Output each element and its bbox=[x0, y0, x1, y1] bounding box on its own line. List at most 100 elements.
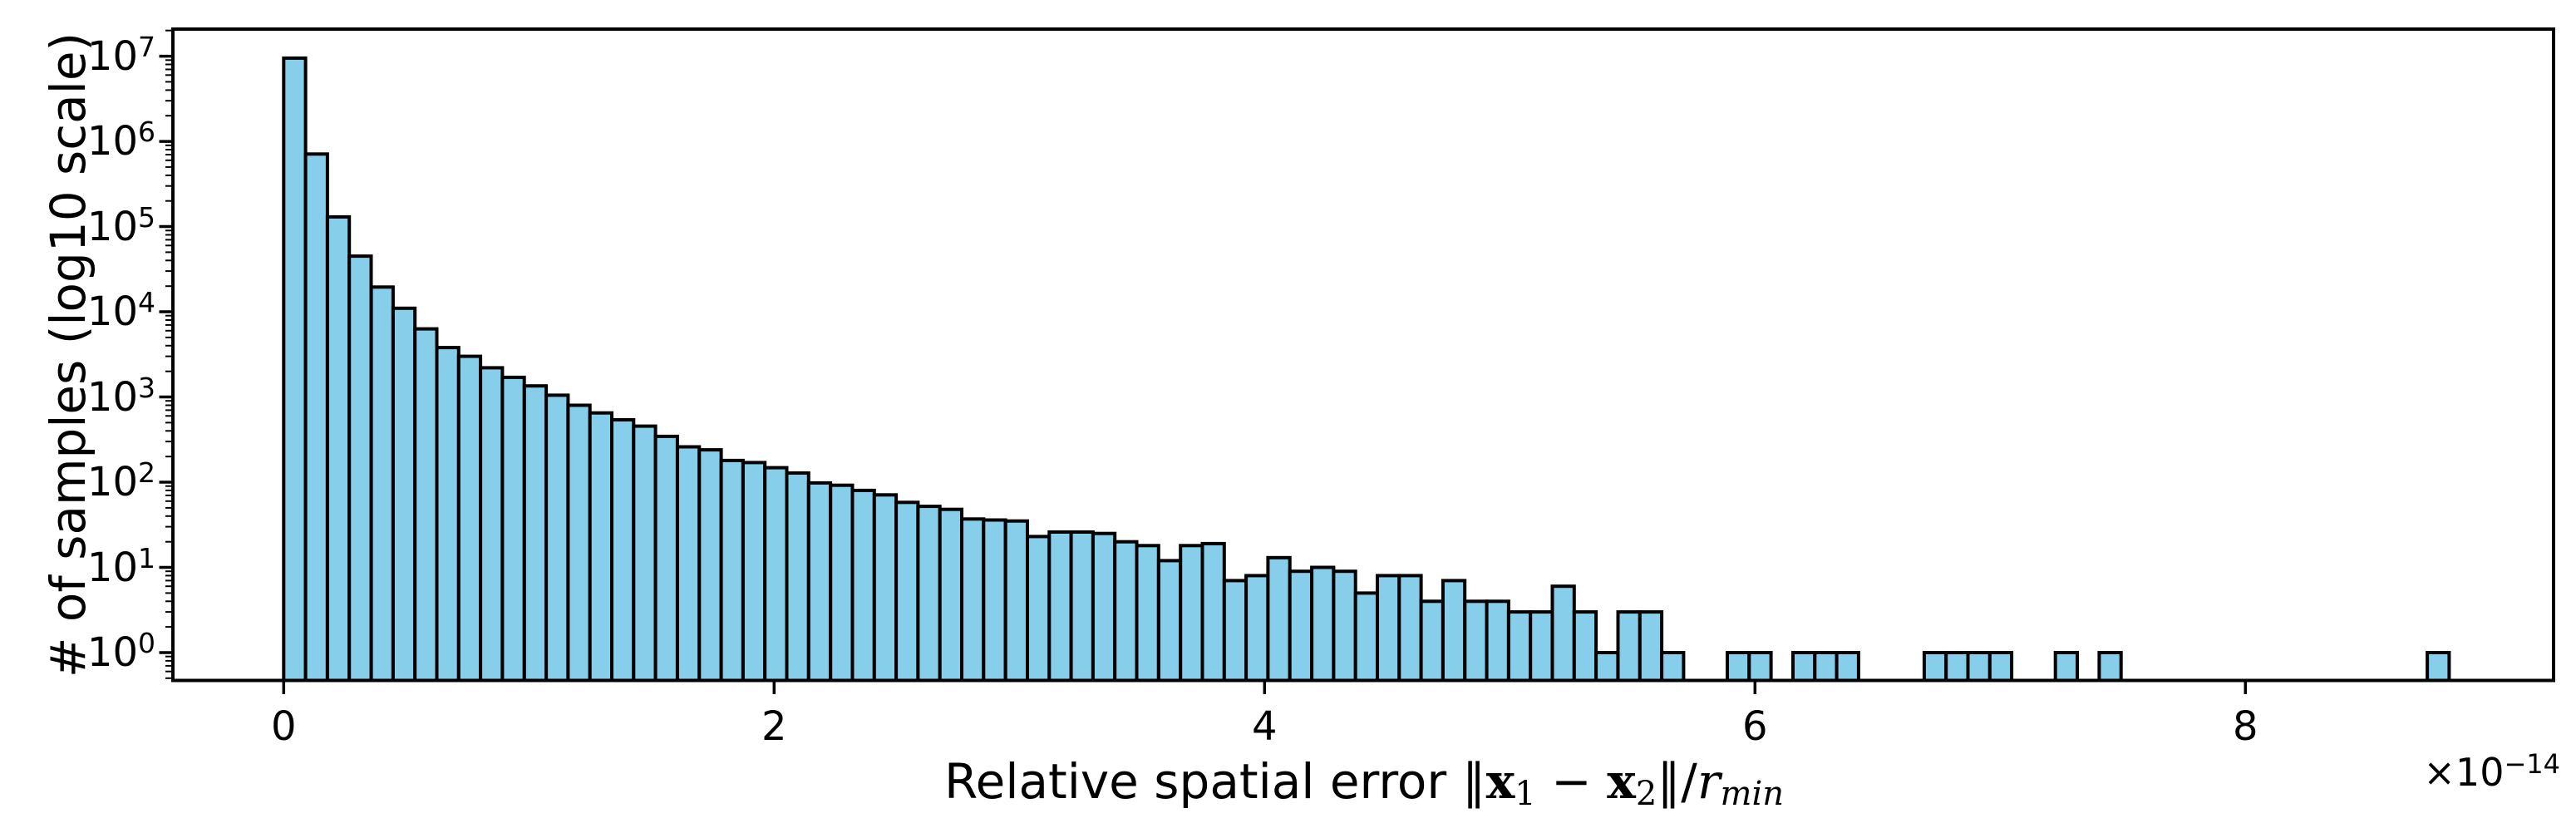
y-tick-base: 10 bbox=[86, 288, 138, 336]
histogram-bar bbox=[785, 471, 810, 683]
histogram-bar bbox=[1179, 544, 1204, 683]
y-tick-label: 103 bbox=[0, 373, 156, 421]
math-r: r bbox=[1697, 753, 1721, 810]
histogram-bar bbox=[1966, 651, 1992, 683]
y-tick-label: 106 bbox=[0, 117, 156, 165]
histogram-bar bbox=[391, 306, 417, 683]
offset-base: ×10 bbox=[2423, 750, 2505, 795]
y-tick-exponent: 1 bbox=[138, 541, 156, 574]
histogram-bar bbox=[960, 517, 986, 683]
y-tick-exponent: 3 bbox=[138, 371, 156, 404]
histogram-bar bbox=[282, 56, 308, 683]
offset-exponent: −14 bbox=[2504, 748, 2560, 780]
histogram-bar bbox=[806, 481, 833, 683]
histogram-bar bbox=[1397, 574, 1423, 683]
x-axis-label: Relative spatial error ∥x1 − x2∥/rmin bbox=[944, 753, 1784, 813]
math-r-subscript: min bbox=[1720, 775, 1785, 813]
histogram-bar bbox=[1244, 574, 1270, 683]
histogram-bar bbox=[1506, 610, 1533, 683]
y-tick-exponent: 0 bbox=[138, 626, 156, 659]
histogram-bar bbox=[1791, 651, 1817, 683]
y-tick-exponent: 5 bbox=[138, 200, 156, 234]
y-tick-base: 10 bbox=[86, 203, 138, 250]
histogram-bar bbox=[697, 448, 723, 683]
y-tick-base: 10 bbox=[86, 118, 138, 165]
histogram-bar bbox=[479, 366, 505, 683]
y-tick-base: 10 bbox=[86, 373, 138, 421]
slash-symbol: / bbox=[1681, 753, 1697, 810]
histogram-bar bbox=[1813, 651, 1839, 683]
histogram-bar bbox=[1616, 610, 1642, 683]
y-tick-label: 100 bbox=[0, 628, 156, 677]
histogram-bar bbox=[850, 488, 876, 683]
histogram-bar bbox=[1200, 541, 1226, 683]
histogram-bar bbox=[741, 461, 767, 683]
histogram-bar bbox=[1529, 610, 1554, 683]
y-tick-label: 104 bbox=[0, 288, 156, 336]
histogram-bar bbox=[1726, 651, 1751, 683]
math-x1-subscript: 1 bbox=[1515, 775, 1536, 813]
histogram-bar bbox=[632, 424, 658, 683]
histogram-bar bbox=[894, 500, 920, 683]
histogram-bar bbox=[1922, 651, 1948, 683]
histogram-bar bbox=[938, 507, 963, 683]
histogram-bar bbox=[1353, 591, 1379, 683]
histogram-bar bbox=[1310, 565, 1336, 683]
histogram-bar bbox=[325, 214, 352, 683]
histogram-bar bbox=[2426, 651, 2451, 683]
histogram-bar bbox=[1266, 555, 1292, 683]
norm-close-symbol: ∥ bbox=[1657, 753, 1682, 810]
y-tick-exponent: 7 bbox=[138, 30, 156, 63]
y-tick-exponent: 6 bbox=[138, 116, 156, 149]
histogram-bar bbox=[347, 254, 373, 683]
histogram-bar bbox=[1835, 651, 1860, 683]
x-tick-label: 6 bbox=[1742, 703, 1768, 750]
y-tick-base: 10 bbox=[86, 459, 138, 506]
histogram-bar bbox=[456, 354, 483, 683]
y-tick-base: 10 bbox=[86, 628, 138, 676]
axes-frame bbox=[171, 27, 2555, 683]
y-axis-label: # of samples (log10 scale) bbox=[40, 32, 96, 678]
histogram-bar bbox=[610, 418, 636, 683]
math-x2: x bbox=[1607, 753, 1636, 810]
histogram-bar bbox=[1376, 574, 1401, 683]
histogram-bar bbox=[1550, 584, 1576, 683]
histogram-bar bbox=[544, 393, 570, 683]
histogram-bar bbox=[1332, 569, 1357, 683]
y-tick-label: 101 bbox=[0, 544, 156, 592]
y-tick-base: 10 bbox=[86, 32, 138, 80]
histogram-bar bbox=[1463, 599, 1489, 683]
histogram-bar bbox=[1026, 535, 1052, 683]
histogram-bar bbox=[872, 493, 899, 683]
histogram-bar bbox=[566, 403, 592, 683]
histogram-bar bbox=[1113, 540, 1139, 683]
histogram-bar bbox=[1069, 530, 1095, 683]
y-tick-label: 102 bbox=[0, 458, 156, 506]
histogram-bar bbox=[1944, 651, 1970, 683]
y-tick-label: 105 bbox=[0, 203, 156, 251]
histogram-bar bbox=[1003, 519, 1029, 683]
histogram-bar bbox=[1222, 579, 1249, 683]
histogram-bar bbox=[1594, 651, 1620, 683]
histogram-bar bbox=[1572, 610, 1598, 683]
histogram-bar bbox=[1288, 569, 1313, 683]
x-axis-offset-label: ×10−14 bbox=[2423, 750, 2560, 795]
histogram-bar bbox=[1987, 651, 2014, 683]
minus-symbol: − bbox=[1535, 753, 1608, 810]
histogram-bar bbox=[916, 505, 942, 683]
histogram-bar bbox=[1441, 579, 1467, 683]
histogram-bar bbox=[435, 346, 461, 683]
histogram-bar bbox=[1660, 651, 1686, 683]
norm-open-symbol: ∥ bbox=[1461, 753, 1486, 810]
math-x2-subscript: 2 bbox=[1635, 775, 1657, 813]
y-tick-base: 10 bbox=[86, 544, 138, 591]
histogram-bar bbox=[982, 518, 1007, 683]
x-tick-label: 2 bbox=[761, 703, 787, 750]
histogram-bar bbox=[2053, 651, 2079, 683]
x-tick-label: 4 bbox=[1252, 703, 1278, 750]
histogram-bar bbox=[653, 434, 679, 683]
y-tick-exponent: 4 bbox=[138, 286, 156, 319]
y-tick-exponent: 2 bbox=[138, 456, 156, 490]
